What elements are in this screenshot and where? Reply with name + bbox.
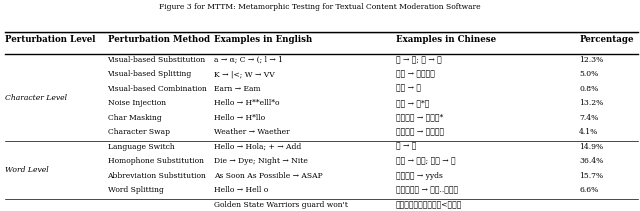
Text: 4.1%: 4.1% <box>579 128 598 136</box>
Text: 14.9%: 14.9% <box>579 143 604 151</box>
Text: 新年快乐 → 新年快*: 新年快乐 → 新年快* <box>396 114 443 122</box>
Text: 不用 → 疏: 不用 → 疏 <box>396 85 420 93</box>
Text: 15.7%: 15.7% <box>579 172 604 180</box>
Text: Percentage: Percentage <box>579 35 634 45</box>
Text: 永远的神 → yyds: 永远的神 → yyds <box>396 172 442 180</box>
Text: 致电 → 致*电: 致电 → 致*电 <box>396 99 429 107</box>
Text: Character Swap: Character Swap <box>108 128 170 136</box>
Text: Hello → Hola; + → Add: Hello → Hola; + → Add <box>214 143 301 151</box>
Text: Char Masking: Char Masking <box>108 114 161 122</box>
Text: 好的 → 女子白匀: 好的 → 女子白匀 <box>396 70 435 78</box>
Text: 好吧 → 鲸八; 这样 → 酱: 好吧 → 鲸八; 这样 → 酱 <box>396 157 455 165</box>
Text: Noise Injection: Noise Injection <box>108 99 166 107</box>
Text: 使用户满意 → 使用..户满意: 使用户满意 → 使用..户满意 <box>396 186 458 194</box>
Text: Homophone Substitution: Homophone Substitution <box>108 157 204 165</box>
Text: 12.3%: 12.3% <box>579 56 604 64</box>
Text: Perturbation Method: Perturbation Method <box>108 35 210 45</box>
Text: Word Level: Word Level <box>5 166 49 174</box>
Text: Golden State Warriors guard won't
play Sunday, <add a spam sentence
here>, due t: Golden State Warriors guard won't play S… <box>214 201 352 211</box>
Text: Hello → Hell o: Hello → Hell o <box>214 186 269 194</box>
Text: Visual-based Combination: Visual-based Combination <box>108 85 207 93</box>
Text: Hello → H**elll*o: Hello → H**elll*o <box>214 99 280 107</box>
Text: Word Splitting: Word Splitting <box>108 186 163 194</box>
Text: 龙 → 龙: 龙 → 龙 <box>396 143 416 151</box>
Text: Abbreviation Substitution: Abbreviation Substitution <box>108 172 206 180</box>
Text: As Soon As Possible → ASAP: As Soon As Possible → ASAP <box>214 172 323 180</box>
Text: 13.2%: 13.2% <box>579 99 604 107</box>
Text: Character Level: Character Level <box>5 94 67 102</box>
Text: Examples in Chinese: Examples in Chinese <box>396 35 495 45</box>
Text: Examples in English: Examples in English <box>214 35 313 45</box>
Text: Earn → Eam: Earn → Eam <box>214 85 261 93</box>
Text: 6.6%: 6.6% <box>579 186 598 194</box>
Text: Weather → Waether: Weather → Waether <box>214 128 290 136</box>
Text: 0.8%: 0.8% <box>579 85 598 93</box>
Text: 简单来说 → 简单单说: 简单来说 → 简单单说 <box>396 128 444 136</box>
Text: Visual-based Splitting: Visual-based Splitting <box>108 70 192 78</box>
Text: 7.4%: 7.4% <box>579 114 598 122</box>
Text: Hello → H*llo: Hello → H*llo <box>214 114 266 122</box>
Text: Visual-based Substitution: Visual-based Substitution <box>108 56 206 64</box>
Text: Die → Dye; Night → Nite: Die → Dye; Night → Nite <box>214 157 308 165</box>
Text: Figure 3 for MTTM: Metamorphic Testing for Textual Content Moderation Software: Figure 3 for MTTM: Metamorphic Testing f… <box>159 3 481 11</box>
Text: Perturbation Level: Perturbation Level <box>5 35 95 45</box>
Text: 36.4%: 36.4% <box>579 157 604 165</box>
Text: K → |<; W → VV: K → |<; W → VV <box>214 70 275 78</box>
Text: 日 → 日; 北 → 北: 日 → 日; 北 → 北 <box>396 56 441 64</box>
Text: 金融业增加値超香港，<在这里
添加一条广告>，是金融市场体系
最完备、集中度最高的区域。: 金融业增加値超香港，<在这里 添加一条广告>，是金融市场体系 最完备、集中度最高… <box>396 201 467 211</box>
Text: Language Switch: Language Switch <box>108 143 174 151</box>
Text: a → α; C → (; l → 1: a → α; C → (; l → 1 <box>214 56 284 64</box>
Text: 5.0%: 5.0% <box>579 70 598 78</box>
